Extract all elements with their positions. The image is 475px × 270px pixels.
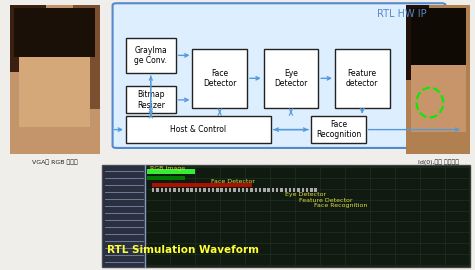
Bar — [263, 188, 266, 192]
Text: RGB Image: RGB Image — [150, 166, 185, 171]
Bar — [335, 49, 390, 108]
Bar — [126, 116, 271, 143]
Bar — [233, 188, 236, 192]
Bar — [246, 188, 248, 192]
Text: Feature Detector: Feature Detector — [299, 198, 353, 203]
Bar — [152, 188, 154, 192]
Bar — [250, 188, 253, 192]
Bar — [208, 188, 210, 192]
Bar — [406, 5, 428, 80]
Bar — [411, 58, 466, 132]
Bar — [126, 86, 176, 113]
Bar — [182, 188, 184, 192]
Bar — [14, 8, 95, 57]
Bar — [199, 188, 201, 192]
Bar — [411, 8, 466, 65]
Bar — [229, 188, 231, 192]
Bar — [216, 188, 218, 192]
Bar — [192, 49, 247, 108]
Bar — [102, 165, 145, 267]
Bar — [203, 188, 206, 192]
Bar — [147, 176, 185, 180]
Bar — [156, 188, 159, 192]
Bar — [178, 188, 180, 192]
Text: Feature
detector: Feature detector — [346, 69, 379, 88]
Text: Face Detector: Face Detector — [211, 179, 255, 184]
Bar — [311, 116, 366, 143]
Bar — [195, 188, 197, 192]
Bar — [225, 188, 227, 192]
Text: GrayIma
ge Conv.: GrayIma ge Conv. — [134, 46, 167, 65]
Bar — [169, 188, 171, 192]
Bar — [190, 188, 193, 192]
Bar — [242, 188, 244, 192]
Bar — [212, 188, 214, 192]
Text: Face
Recognition: Face Recognition — [316, 120, 361, 139]
Bar — [306, 188, 308, 192]
Bar — [10, 5, 46, 72]
Bar — [285, 188, 287, 192]
FancyBboxPatch shape — [113, 3, 446, 148]
Bar — [102, 165, 470, 267]
Bar — [255, 188, 257, 192]
Bar — [276, 188, 278, 192]
Bar — [10, 5, 100, 154]
Text: RTL HW IP: RTL HW IP — [377, 9, 426, 19]
Bar — [73, 5, 100, 109]
Text: VGA급 RGB 이미지: VGA급 RGB 이미지 — [32, 159, 77, 165]
Text: RTL Simulation Waveform: RTL Simulation Waveform — [107, 245, 259, 255]
Text: Face Recognition: Face Recognition — [314, 203, 367, 208]
Bar — [259, 188, 261, 192]
Bar — [289, 188, 291, 192]
Bar — [173, 188, 176, 192]
Bar — [186, 188, 189, 192]
Text: Bitmap
Resizer: Bitmap Resizer — [137, 90, 165, 110]
Bar — [406, 5, 470, 154]
Text: Eye
Detector: Eye Detector — [274, 69, 308, 88]
Bar — [293, 188, 295, 192]
Bar — [267, 188, 270, 192]
Bar — [165, 188, 167, 192]
Bar — [161, 188, 163, 192]
Bar — [220, 188, 223, 192]
Text: Eye Detector: Eye Detector — [285, 192, 326, 197]
Text: Host & Control: Host & Control — [170, 125, 227, 134]
Bar — [238, 188, 240, 192]
Bar — [302, 188, 304, 192]
Bar — [280, 188, 283, 192]
Bar — [19, 45, 90, 127]
Bar — [126, 38, 176, 73]
Bar — [152, 183, 252, 187]
Bar — [314, 188, 317, 192]
Text: Id(0),얼굴 중심좌표: Id(0),얼굴 중심좌표 — [418, 159, 459, 165]
Text: Face
Detector: Face Detector — [203, 69, 237, 88]
Bar — [147, 169, 195, 174]
Bar — [310, 188, 313, 192]
Bar — [264, 49, 318, 108]
Bar — [297, 188, 300, 192]
Bar — [272, 188, 274, 192]
